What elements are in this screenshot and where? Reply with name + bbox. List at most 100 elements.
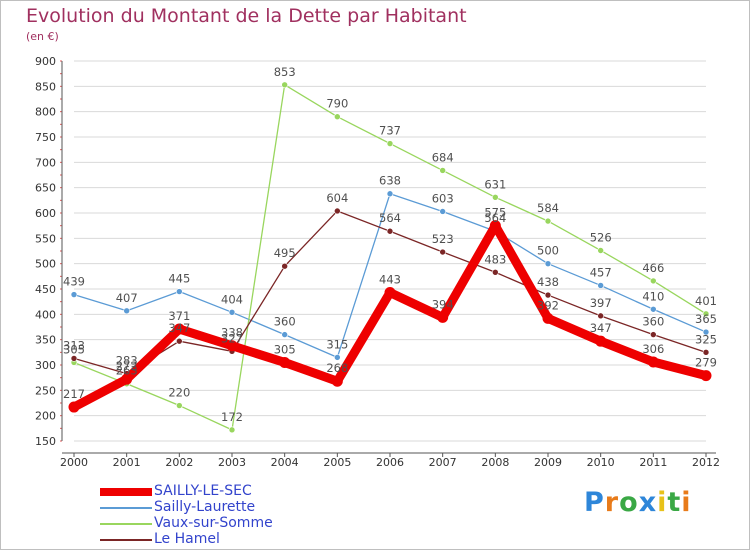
data-label: 263 bbox=[116, 364, 138, 378]
data-label: 575 bbox=[484, 206, 506, 220]
data-label: 404 bbox=[221, 292, 243, 306]
data-label: 315 bbox=[326, 337, 348, 351]
data-point bbox=[597, 282, 604, 289]
logo-letter: o bbox=[619, 487, 639, 518]
y-tick-label: 450 bbox=[35, 283, 56, 296]
proxiti-logo: Proxiti bbox=[584, 487, 692, 518]
data-label: 338 bbox=[221, 326, 243, 340]
data-point bbox=[489, 220, 501, 232]
y-tick-label: 200 bbox=[35, 410, 56, 423]
data-label: 272 bbox=[116, 359, 138, 373]
data-label: 283 bbox=[116, 354, 138, 368]
data-label: 392 bbox=[537, 298, 559, 312]
y-tick-label: 800 bbox=[35, 106, 56, 119]
x-tick-label: 2001 bbox=[113, 456, 141, 469]
y-tick-label: 500 bbox=[35, 258, 56, 271]
data-point bbox=[279, 356, 291, 368]
legend-label: SAILLY-LE-SEC bbox=[154, 483, 252, 499]
logo-letter: x bbox=[638, 487, 658, 518]
y-tick-label: 250 bbox=[35, 384, 56, 397]
data-point bbox=[597, 312, 604, 320]
data-point bbox=[281, 331, 288, 338]
data-point bbox=[386, 140, 394, 147]
data-label: 217 bbox=[63, 387, 85, 401]
data-label: 325 bbox=[695, 332, 717, 346]
data-label: 347 bbox=[168, 321, 190, 335]
data-point bbox=[386, 190, 394, 198]
x-tick-label: 2010 bbox=[587, 456, 615, 469]
data-label: 397 bbox=[590, 296, 612, 310]
data-label: 684 bbox=[432, 150, 454, 164]
data-label: 327 bbox=[221, 331, 243, 345]
data-point bbox=[492, 268, 499, 276]
data-point bbox=[226, 340, 238, 352]
data-label: 401 bbox=[695, 294, 717, 308]
y-tick-label: 300 bbox=[35, 359, 56, 372]
data-label: 279 bbox=[695, 356, 717, 370]
data-label: 410 bbox=[642, 289, 664, 303]
data-label: 305 bbox=[63, 342, 85, 356]
data-point bbox=[439, 208, 446, 215]
data-point bbox=[439, 248, 446, 256]
x-tick-label: 2006 bbox=[376, 456, 404, 469]
data-point bbox=[281, 81, 288, 89]
data-point bbox=[492, 193, 499, 201]
data-label: 564 bbox=[379, 211, 401, 225]
logo-letter: r bbox=[604, 487, 620, 518]
data-label: 584 bbox=[537, 201, 559, 215]
legend-label: Sailly-Laurette bbox=[154, 499, 256, 515]
data-point bbox=[331, 375, 343, 387]
logo-letter: P bbox=[584, 487, 605, 518]
legend-swatch bbox=[100, 488, 152, 496]
x-tick-label: 2004 bbox=[271, 456, 299, 469]
data-point bbox=[700, 370, 712, 382]
data-label: 853 bbox=[274, 65, 296, 79]
data-label: 604 bbox=[326, 191, 348, 205]
legend-swatch bbox=[100, 507, 152, 509]
data-point bbox=[173, 323, 185, 335]
data-point bbox=[647, 356, 659, 368]
data-label: 220 bbox=[168, 386, 190, 400]
data-point bbox=[597, 247, 604, 254]
data-point bbox=[702, 328, 710, 336]
data-label: 526 bbox=[590, 230, 612, 244]
data-label: 564 bbox=[484, 211, 506, 225]
x-tick-label: 2007 bbox=[429, 456, 457, 469]
logo-letter: i bbox=[657, 487, 668, 518]
grid-layer bbox=[74, 60, 706, 442]
data-label: 407 bbox=[116, 291, 138, 305]
data-point bbox=[334, 354, 341, 361]
data-point bbox=[702, 310, 710, 318]
data-label-layer: 439 407 445 404 360 315 638 603 564 500 457 410 365 3… bbox=[63, 65, 717, 424]
data-label: 394 bbox=[432, 297, 454, 311]
y-tick-label: 650 bbox=[35, 182, 56, 195]
data-point bbox=[702, 349, 710, 356]
data-label: 523 bbox=[432, 232, 454, 246]
y-tick-label: 900 bbox=[35, 55, 56, 68]
data-point bbox=[544, 291, 552, 299]
data-label: 268 bbox=[326, 361, 348, 375]
legend-swatch bbox=[100, 523, 152, 525]
data-label: 305 bbox=[274, 342, 296, 356]
data-point bbox=[121, 373, 133, 385]
y-tick-label: 550 bbox=[35, 232, 56, 245]
x-tick-label: 2002 bbox=[165, 456, 193, 469]
y-tick-label: 150 bbox=[35, 435, 56, 448]
y-tick-label: 350 bbox=[35, 334, 56, 347]
data-point bbox=[544, 260, 552, 267]
data-point bbox=[439, 167, 446, 174]
data-label: 495 bbox=[274, 246, 296, 260]
x-tick-label: 2005 bbox=[323, 456, 351, 469]
data-point bbox=[70, 291, 78, 298]
data-label: 445 bbox=[168, 272, 190, 286]
data-point bbox=[176, 288, 183, 295]
chart-title: Evolution du Montant de la Dette par Hab… bbox=[26, 5, 467, 27]
data-label: 790 bbox=[326, 97, 348, 111]
data-label: 737 bbox=[379, 124, 401, 138]
data-point bbox=[595, 335, 607, 347]
data-point bbox=[70, 355, 78, 362]
y-tick-label: 750 bbox=[35, 131, 56, 144]
data-point bbox=[176, 402, 183, 409]
data-point bbox=[281, 262, 288, 270]
